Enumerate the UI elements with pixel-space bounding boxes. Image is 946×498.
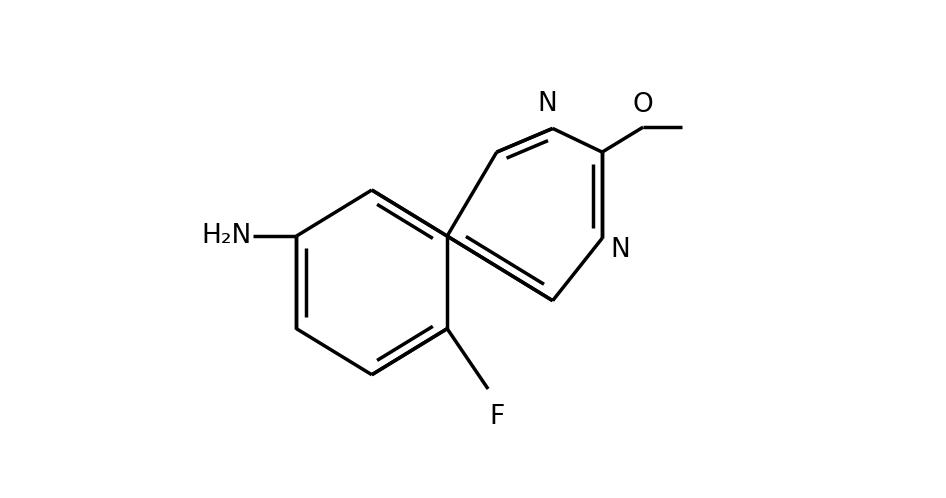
Text: O: O [633, 92, 654, 118]
Text: H₂N: H₂N [201, 223, 252, 249]
Text: F: F [489, 404, 504, 430]
Text: N: N [611, 237, 631, 263]
Text: N: N [537, 91, 557, 117]
